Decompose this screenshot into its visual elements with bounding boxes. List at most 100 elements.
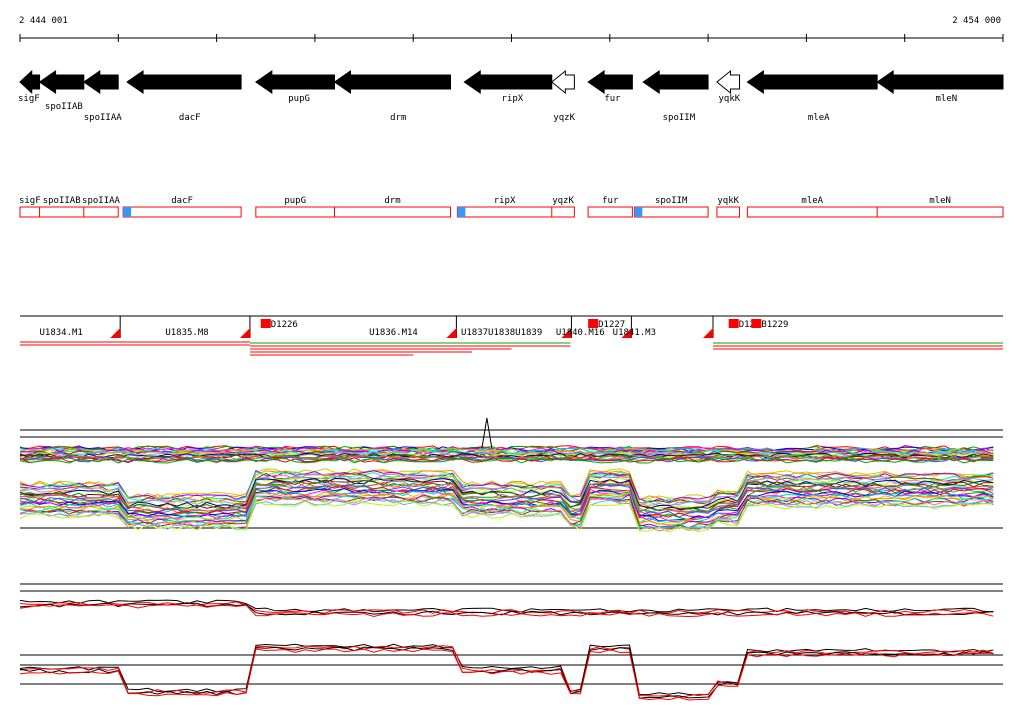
gene-arrow [716, 69, 741, 95]
operon-label: yqzK [552, 196, 574, 206]
gene-label: drm [390, 113, 406, 123]
expression-spike [481, 417, 493, 449]
operon-label: drm [384, 196, 400, 206]
transcript-feature-marker [260, 319, 271, 328]
gene-arrow [333, 70, 451, 94]
summary-series-line [19, 604, 994, 618]
expression-heat-track [19, 417, 1003, 533]
gene-arrow [19, 69, 41, 95]
operon-label: spoIIM [655, 196, 688, 206]
summary-series-line [19, 648, 994, 701]
operon-box [587, 206, 633, 218]
operon-label: sigF [19, 196, 41, 206]
gene-label: yqkK [719, 94, 741, 104]
operon-label: mleN [929, 196, 951, 206]
gene-label: mleA [808, 113, 830, 123]
summary-series-line [19, 601, 994, 615]
transcript-label: D1227 [598, 320, 625, 330]
gene-label: spoIIM [663, 113, 696, 123]
gene-arrow [126, 70, 242, 94]
gene-label: spoIIAA [84, 113, 123, 123]
expression-series-line [19, 491, 994, 525]
summary-series-line [19, 599, 994, 613]
expression-series-line [19, 498, 994, 531]
gene-arrow [642, 70, 709, 94]
expression-summary-track [19, 583, 1003, 701]
expression-series-line [19, 500, 994, 533]
operon-box [633, 206, 709, 218]
coordinate-ruler: 2 444 001 2 454 000 [19, 16, 1004, 42]
operon-track: sigF spoIIAB spoIIAA dacF pupG drm ripX yqzK fur… [19, 196, 1004, 218]
operon-box [122, 206, 242, 218]
transcript-end-marker [702, 328, 713, 338]
transcript-label: U1841.M3 [613, 328, 656, 338]
transcript-feature-marker [588, 319, 599, 328]
expression-series-line [19, 452, 994, 459]
expression-series-line [19, 479, 994, 513]
summary-series-line [19, 602, 994, 616]
transcript-label: B1229 [761, 320, 788, 330]
transcript-label: D1226 [271, 320, 298, 330]
operon-label: mleA [801, 196, 823, 206]
operon-label: spoIIAB [43, 196, 81, 206]
promoter-marker [457, 207, 466, 217]
operon-box [456, 206, 575, 218]
transcript-label: U1835.M8 [165, 328, 208, 338]
gene-label: yqzK [553, 113, 575, 123]
gene-label: mleN [936, 94, 958, 104]
expression-series-line [19, 457, 994, 464]
expression-series-line [19, 469, 994, 503]
promoter-marker [634, 207, 643, 217]
expression-series-line [19, 473, 994, 507]
gene-label: ripX [502, 94, 524, 104]
transcript-label: U1840.M16 [556, 328, 605, 338]
expression-series-line [19, 457, 994, 464]
expression-series-line [19, 476, 994, 509]
ruler-ticks [19, 34, 1004, 42]
gene-label: sigF [18, 94, 40, 104]
operon-box [716, 206, 741, 218]
transcript-label: U1837U1838U1839 [461, 328, 542, 338]
summary-series-line [19, 646, 994, 699]
operon-label: ripX [494, 196, 516, 206]
operon-label: pupG [284, 196, 306, 206]
transcript-feature-marker [728, 319, 739, 328]
gene-arrow [550, 69, 575, 95]
transcript-end-marker [446, 328, 457, 338]
gene-arrow [82, 70, 119, 94]
gene-arrow [876, 70, 1004, 94]
expression-series-line [19, 488, 994, 522]
ruler-end-label: 2 454 000 [952, 16, 1001, 26]
operon-label: spoIIAA [82, 196, 121, 206]
transcript-end-marker [621, 328, 632, 338]
gene-arrow [463, 70, 553, 94]
transcript-end-marker [239, 328, 250, 338]
transcript-end-marker [561, 328, 572, 338]
transcript-label: U1834.M1 [40, 328, 83, 338]
expression-series-line [19, 480, 994, 514]
transcript-track: U1834.M1 U1835.M8 D1226 U1836.M14 U1837U1838… [20, 315, 1003, 356]
promoter-marker [123, 207, 132, 217]
operon-box [746, 206, 1004, 218]
operon-label: fur [602, 196, 619, 206]
operon-box [19, 206, 119, 218]
operon-label: dacF [171, 196, 193, 206]
gene-label: spoIIAB [45, 102, 83, 112]
expression-series-line [19, 455, 994, 462]
operon-label: yqkK [717, 196, 739, 206]
transcript-label: U1836.M14 [369, 328, 418, 338]
operon-box [255, 206, 451, 218]
transcript-label: D12 [739, 320, 755, 330]
gene-arrow [587, 70, 633, 94]
expression-series-line [19, 469, 994, 503]
ruler-start-label: 2 444 001 [19, 16, 68, 26]
gene-label: fur [604, 94, 621, 104]
expression-series-line [19, 447, 994, 455]
gene-arrow [746, 70, 878, 94]
gene-label: pupG [288, 94, 310, 104]
gene-arrow [254, 70, 335, 94]
gene-label: dacF [179, 113, 201, 123]
